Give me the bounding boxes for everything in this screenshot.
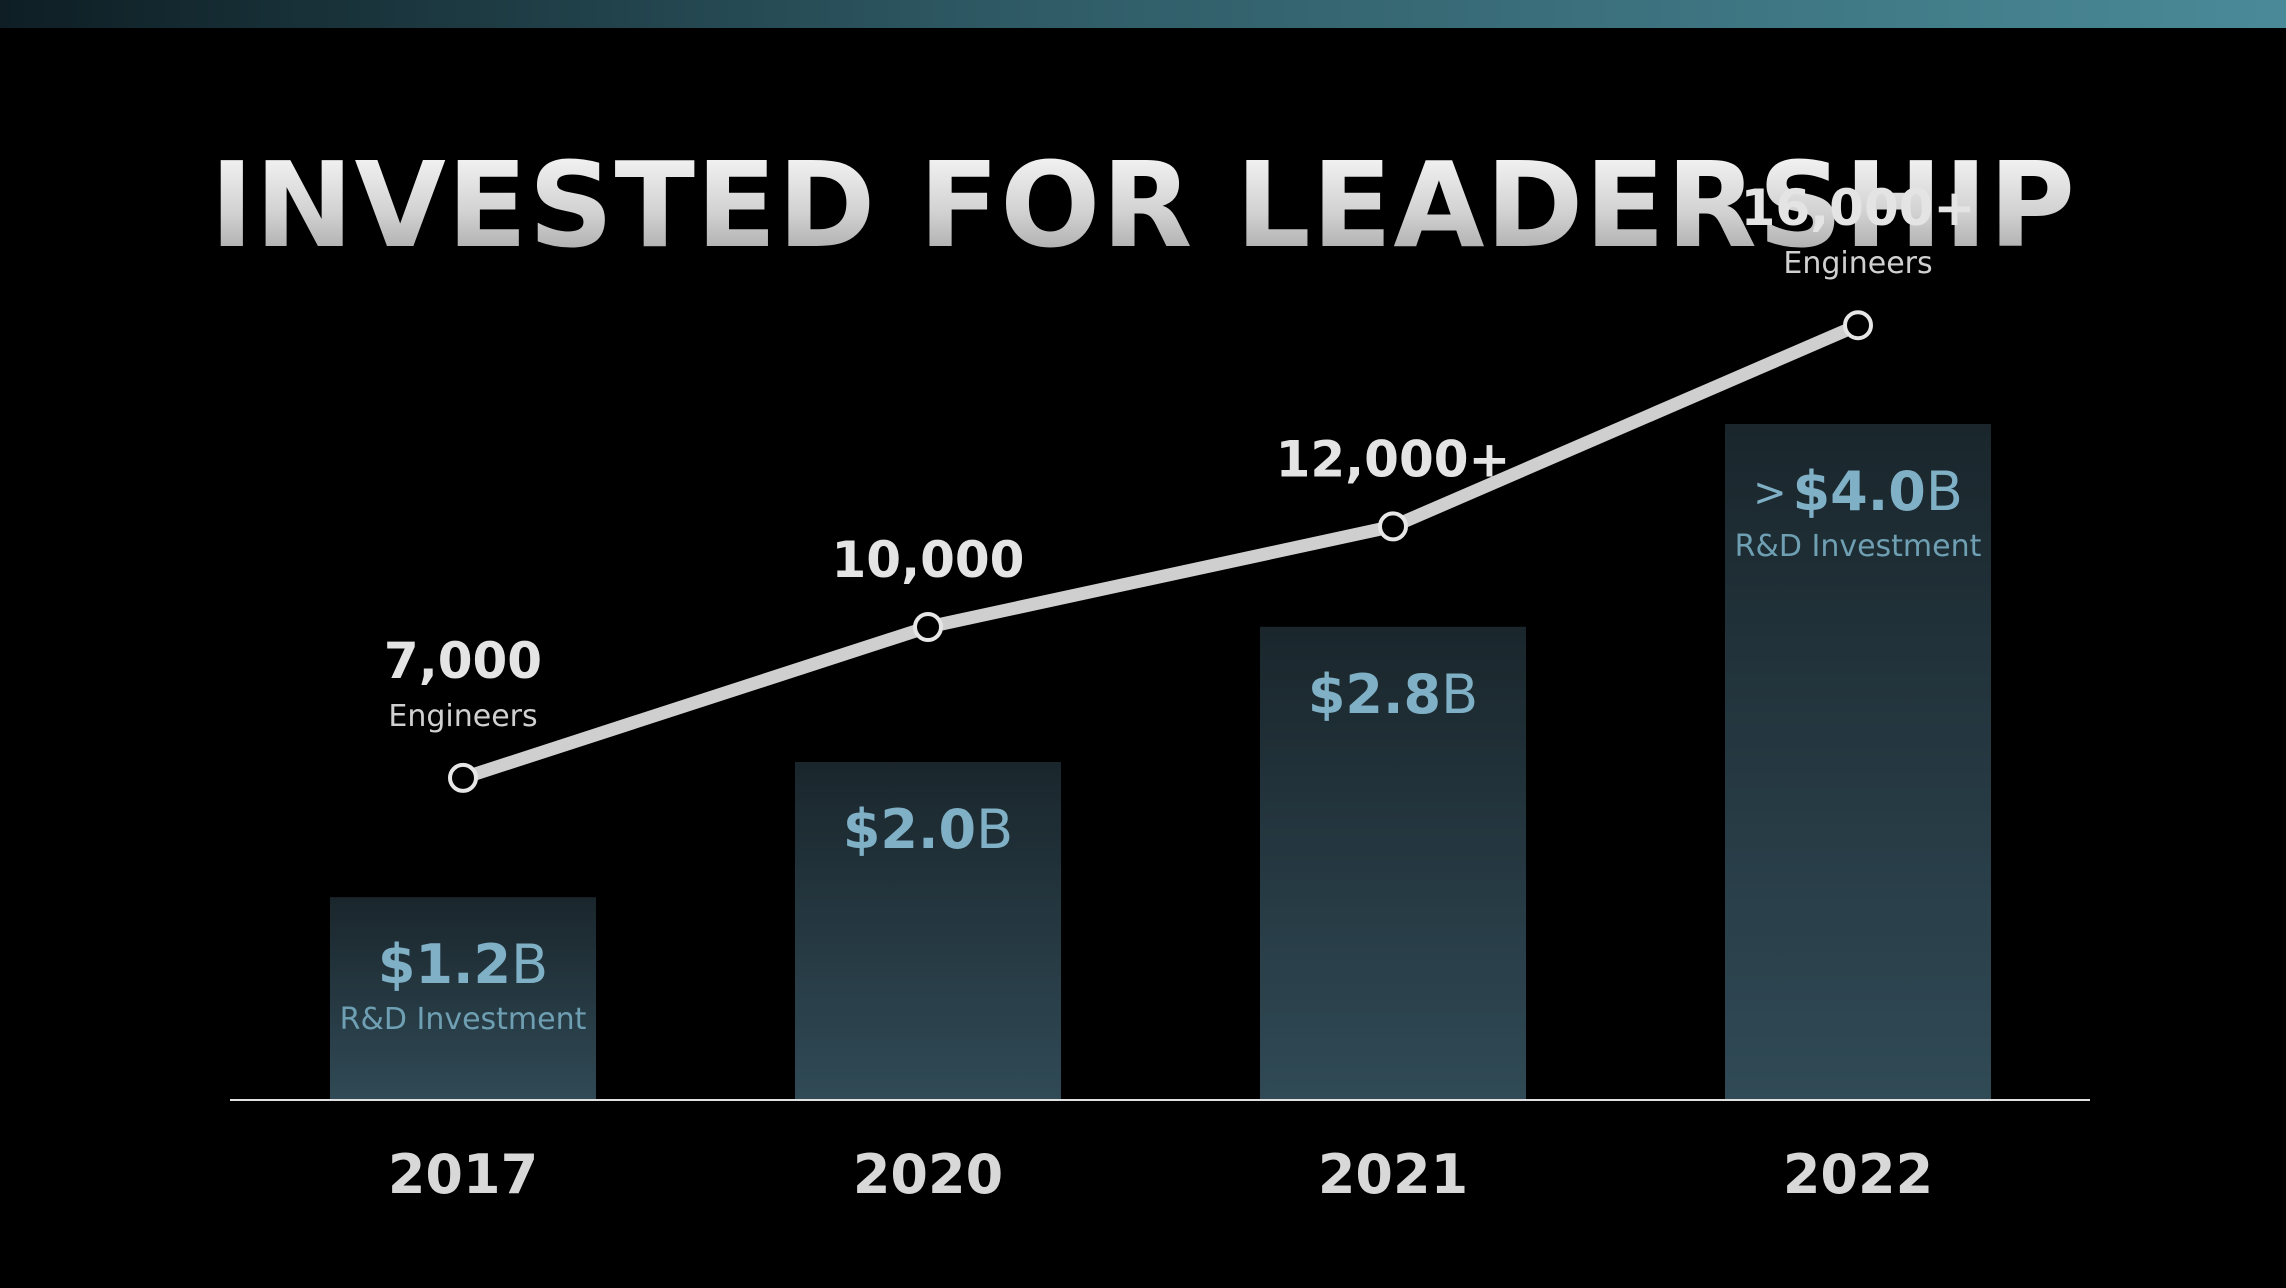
rnd-bar-2020: [795, 762, 1061, 1100]
rnd-sublabel-2022: R&D Investment: [1735, 529, 1982, 564]
engineers-point-2022: [1843, 310, 1873, 341]
rnd-value-label-2021: $2.8B: [1308, 663, 1478, 726]
rnd-sublabel-2017: R&D Investment: [340, 1002, 587, 1037]
engineers-point-2020: [913, 612, 943, 642]
engineers-value-label-2020: 10,000: [832, 531, 1025, 589]
engineers-value-label-2021: 12,000+: [1276, 430, 1511, 488]
rnd-value-label-2022: > $4.0B: [1753, 460, 1963, 523]
rnd-value-label-2020: $2.0B: [843, 798, 1013, 861]
rnd-bar-2017: [330, 897, 596, 1100]
year-label-2022: 2022: [1783, 1143, 1933, 1206]
bars-layer: [330, 424, 1991, 1100]
year-label-2017: 2017: [388, 1143, 538, 1206]
engineers-line: [456, 318, 1865, 785]
labels-layer: $1.2B R&D Investment 2017 $2.0B 2020 $2.8B 202…: [340, 179, 1982, 1206]
rnd-bar-2021: [1260, 626, 1526, 1100]
top-accent-bar: [0, 0, 2286, 28]
engineers-value-label-2022: 16,000+: [1741, 179, 1976, 237]
engineers-point-2021: [1378, 511, 1408, 542]
engineers-value-label-2017: 7,000: [384, 632, 542, 690]
engineers-line-layer: [448, 310, 1873, 793]
engineers-sublabel-2017: Engineers: [388, 699, 537, 734]
year-label-2020: 2020: [853, 1143, 1003, 1206]
slide-title: INVESTED FOR LEADERSHIP: [0, 135, 2286, 275]
rnd-bar-2022: [1725, 424, 1991, 1100]
year-label-2021: 2021: [1318, 1143, 1468, 1206]
rnd-value-label-2017: $1.2B: [378, 933, 548, 996]
engineers-point-2017: [448, 762, 478, 793]
engineers-sublabel-2022: Engineers: [1783, 246, 1932, 281]
